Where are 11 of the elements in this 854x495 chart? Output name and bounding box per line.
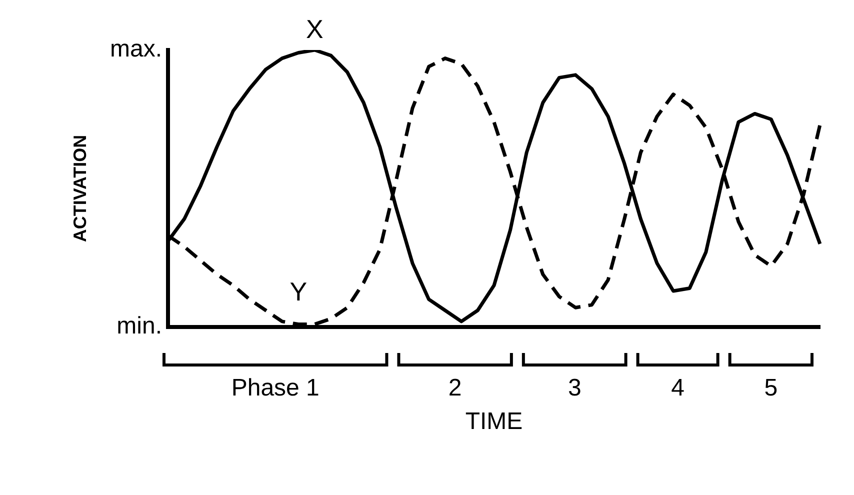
text: 3 bbox=[568, 374, 582, 402]
text: 5 bbox=[764, 374, 778, 402]
text: min. bbox=[116, 312, 162, 340]
y-axis-title: ACTIVATION bbox=[70, 134, 90, 242]
series-label: Y bbox=[290, 276, 308, 306]
text: max. bbox=[110, 36, 162, 63]
x-axis-title: TIME bbox=[465, 408, 523, 436]
series-label: X bbox=[306, 14, 324, 44]
text: Phase 1 bbox=[231, 374, 320, 402]
text: 2 bbox=[448, 374, 462, 402]
text: 4 bbox=[671, 374, 684, 402]
